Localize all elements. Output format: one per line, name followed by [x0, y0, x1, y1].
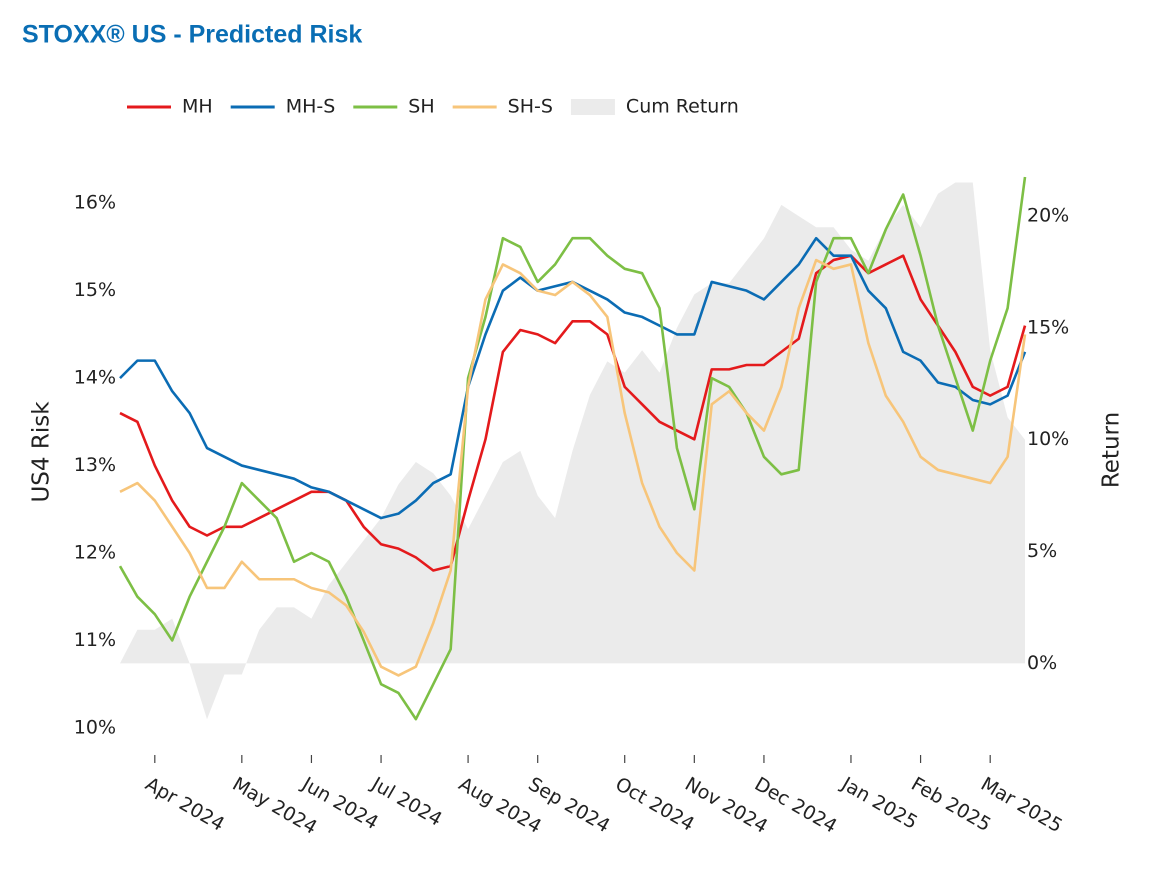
y2-tick-label: 20%: [1027, 205, 1069, 227]
x-tick-label: Oct 2024: [611, 773, 698, 836]
cum-return-area: [120, 182, 1025, 720]
y2-tick-label: 10%: [1027, 428, 1069, 450]
areas: [120, 182, 1025, 720]
x-tick-label: Apr 2024: [142, 773, 229, 836]
y2-tick-label: 0%: [1027, 652, 1057, 674]
y-tick-label: 10%: [74, 716, 116, 738]
chart-title: STOXX® US - Predicted Risk: [22, 21, 362, 49]
x-tick-label: Jul 2024: [367, 773, 446, 831]
y-tick-label: 14%: [74, 367, 116, 389]
legend-label: SH-S: [508, 96, 553, 118]
series-line: [118, 176, 1027, 721]
y-axis-label: US4 Risk: [29, 401, 55, 503]
y-tick-label: 13%: [74, 454, 116, 476]
legend-swatch: [570, 99, 615, 115]
legend-label: MH: [182, 96, 213, 118]
series-line: [119, 258, 1027, 677]
y-tick-label: 15%: [74, 279, 116, 301]
y-tick-label: 16%: [74, 192, 116, 214]
y-tick-label: 11%: [74, 629, 116, 651]
legend-label: MH-S: [286, 96, 336, 118]
legend-label: SH: [408, 96, 434, 118]
x-tick-label: Mar 2025: [977, 773, 1066, 837]
x-tick-label: Jan 2025: [837, 773, 921, 834]
legend-label: Cum Return: [626, 96, 739, 118]
y2-tick-label: 15%: [1027, 316, 1069, 338]
lines: [118, 176, 1027, 721]
y-tick-label: 12%: [74, 542, 116, 564]
y2-tick-label: 5%: [1027, 540, 1057, 562]
y2-axis-label: Return: [1099, 412, 1125, 488]
